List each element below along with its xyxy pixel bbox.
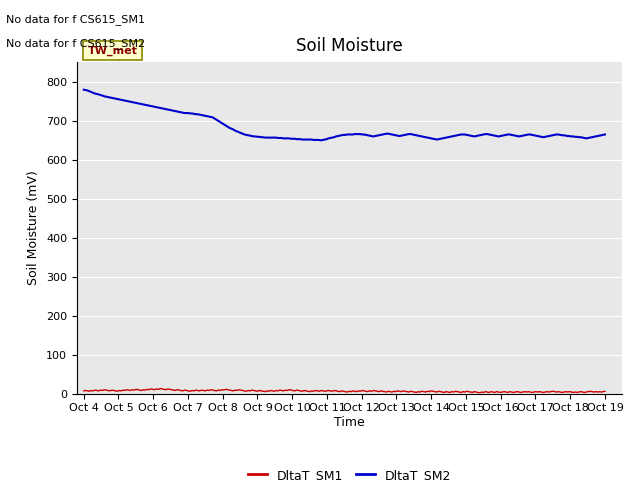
Y-axis label: Soil Moisture (mV): Soil Moisture (mV) [28,170,40,286]
DltaT_SM1 [332,388,340,394]
DltaT_SM1 [476,390,484,396]
Text: No data for f CS615_SM1: No data for f CS615_SM1 [6,14,145,25]
DltaT_SM2 [511,133,519,139]
DltaT_SM2 [601,132,609,137]
DltaT_SM1 [601,388,609,394]
Line: DltaT_SM2: DltaT_SM2 [84,90,605,140]
Title: Soil Moisture: Soil Moisture [296,37,403,55]
DltaT_SM1 [403,389,411,395]
DltaT_SM1 [517,390,525,396]
DltaT_SM2 [332,133,340,139]
DltaT_SM1 [80,388,88,394]
DltaT_SM2 [403,132,411,137]
DltaT_SM1 [162,387,170,393]
DltaT_SM2 [317,137,325,143]
DltaT_SM1 [513,389,521,395]
Text: TW_met: TW_met [88,46,138,56]
X-axis label: Time: Time [334,416,365,429]
DltaT_SM1 [379,388,387,394]
DltaT_SM2 [379,132,387,137]
DltaT_SM2 [160,106,168,112]
DltaT_SM1 [157,385,164,391]
DltaT_SM2 [80,87,88,93]
Line: DltaT_SM1: DltaT_SM1 [84,388,605,393]
Text: No data for f CS615_SM2: No data for f CS615_SM2 [6,38,145,49]
Legend: DltaT_SM1, DltaT_SM2: DltaT_SM1, DltaT_SM2 [243,464,456,480]
DltaT_SM2 [515,133,523,139]
